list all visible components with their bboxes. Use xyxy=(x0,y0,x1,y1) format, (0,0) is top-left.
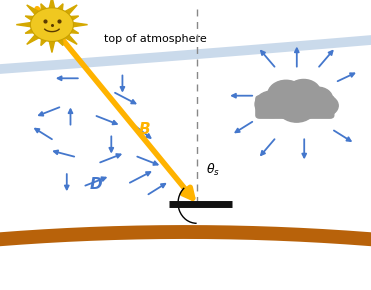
Text: D: D xyxy=(90,177,103,192)
Polygon shape xyxy=(69,28,79,33)
Polygon shape xyxy=(57,4,63,11)
Polygon shape xyxy=(69,16,79,21)
Circle shape xyxy=(287,79,321,106)
Polygon shape xyxy=(41,4,47,11)
Polygon shape xyxy=(49,0,55,9)
Polygon shape xyxy=(27,5,40,15)
Polygon shape xyxy=(41,38,47,46)
Polygon shape xyxy=(72,22,88,27)
Polygon shape xyxy=(25,28,35,33)
FancyBboxPatch shape xyxy=(256,96,334,118)
Polygon shape xyxy=(57,38,63,46)
Circle shape xyxy=(277,92,316,122)
Circle shape xyxy=(303,87,332,110)
Text: B: B xyxy=(139,122,151,137)
Polygon shape xyxy=(16,22,32,27)
Circle shape xyxy=(275,91,311,120)
Text: $\theta_s$: $\theta_s$ xyxy=(206,162,220,178)
Polygon shape xyxy=(64,5,77,15)
Circle shape xyxy=(268,80,304,109)
Polygon shape xyxy=(27,34,40,44)
Polygon shape xyxy=(25,16,35,21)
Text: top of atmosphere: top of atmosphere xyxy=(105,34,207,44)
Polygon shape xyxy=(49,40,55,52)
Circle shape xyxy=(255,91,289,117)
Circle shape xyxy=(311,95,338,116)
Polygon shape xyxy=(64,34,77,44)
Circle shape xyxy=(30,8,73,41)
